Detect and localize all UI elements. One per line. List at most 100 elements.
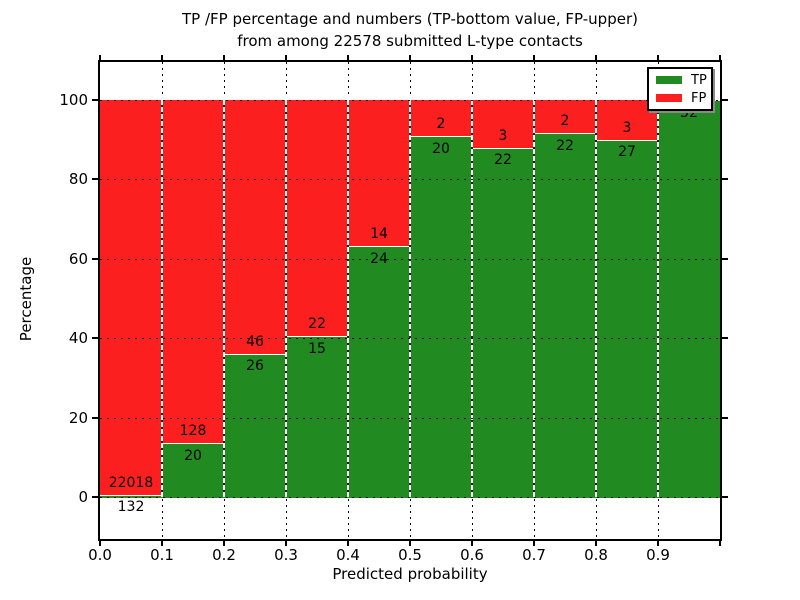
bar-boundary-line [595, 100, 597, 497]
gridline-y [100, 338, 720, 340]
bar-tp-segment [472, 147, 534, 498]
bar-boundary-line [471, 100, 473, 497]
y-tick-right [722, 337, 728, 340]
bar-tp-segment [100, 494, 162, 498]
bar-fp-segment [224, 100, 286, 354]
x-tick-bottom [409, 541, 411, 546]
bar-boundary-line [657, 100, 659, 497]
x-tick-bottom [223, 541, 225, 546]
gridline-x-upper [471, 62, 473, 98]
bar-fp-segment [348, 100, 410, 247]
x-tick-label: 0.3 [274, 546, 298, 564]
x-tick-label: 0.0 [88, 546, 112, 564]
x-tick-label: 0.7 [522, 546, 546, 564]
gridline-y [100, 100, 720, 101]
gridline-x-lower [347, 499, 349, 539]
tp-count-label: 27 [618, 144, 636, 161]
bar-tp-segment [348, 246, 410, 498]
tp-color-swatch-icon [656, 76, 682, 84]
x-tick-bottom [161, 541, 163, 546]
tp-count-label: 20 [432, 140, 450, 157]
x-tick-top [409, 55, 411, 60]
y-tick [92, 257, 98, 260]
legend-label-tp: TP [691, 72, 707, 88]
x-tick-top [223, 55, 225, 60]
y-tick-label: 20 [68, 408, 88, 427]
y-tick-right [722, 416, 728, 419]
fp-count-label: 14 [370, 226, 388, 243]
y-tick-label: 0 [78, 488, 88, 506]
x-axis-label: Predicted probability [332, 565, 488, 583]
x-tick-bottom [595, 541, 597, 546]
x-tick-top [595, 55, 597, 60]
tp-count-label: 15 [308, 340, 326, 357]
bar-tp-segment [596, 139, 658, 498]
x-tick-top [285, 55, 287, 60]
gridline-x-lower [161, 499, 163, 539]
y-tick-right [722, 178, 728, 181]
bar-boundary-line [409, 100, 411, 497]
gridline-x-upper [223, 62, 225, 98]
fp-count-label: 2 [436, 116, 446, 133]
fp-count-label: 128 [179, 423, 207, 440]
fp-count-label: 2 [560, 113, 570, 130]
tp-count-label: 24 [370, 250, 388, 267]
chart-title: TP /FP percentage and numbers (TP-bottom… [100, 8, 720, 52]
y-tick-right [722, 496, 728, 498]
gridline-x-lower [223, 499, 225, 539]
y-tick-label: 60 [68, 249, 88, 268]
bar-boundary-line [533, 100, 535, 497]
tp-count-label: 20 [184, 447, 202, 464]
fp-count-label: 3 [498, 127, 508, 144]
bar-boundary-line [285, 100, 287, 497]
x-tick-label: 0.8 [584, 546, 608, 564]
x-tick-label: 0.1 [150, 546, 174, 564]
gridline-x-upper [161, 62, 163, 98]
gridline-x-upper [595, 62, 597, 98]
y-tick-label: 100 [59, 91, 88, 109]
fp-count-label: 46 [246, 333, 264, 350]
bar-tp-segment [658, 100, 720, 498]
x-tick-label: 0.9 [646, 546, 670, 564]
x-tick-label: 0.5 [398, 546, 422, 564]
fp-color-swatch-icon [656, 94, 682, 102]
gridline-x-lower [595, 499, 597, 539]
x-tick-top [657, 55, 659, 60]
tp-count-label: 132 [117, 499, 145, 516]
gridline-x-lower [285, 499, 287, 539]
fp-count-label: 22 [308, 316, 326, 333]
bar-tp-segment [410, 136, 472, 498]
bar-fp-segment [534, 100, 596, 134]
bar-fp-segment [100, 100, 162, 495]
gridline-y [100, 258, 720, 260]
gridline-x-lower [533, 499, 535, 539]
x-tick-top [533, 55, 535, 60]
plot-area: 22018 132 128 20 46 26 22 15 14 24 2 20 3 22 2 22 3 27 52 [92, 55, 728, 546]
gridline-x-upper [533, 62, 535, 98]
x-tick-bottom [533, 541, 535, 546]
chart-title-line2: from among 22578 submitted L-type contac… [237, 32, 583, 50]
gridline-y [100, 179, 720, 181]
y-tick [92, 178, 98, 181]
tp-count-label: 22 [494, 152, 512, 169]
legend-item-fp: FP [656, 92, 711, 105]
bar-fp-segment [162, 100, 224, 444]
gridline-x-upper [347, 62, 349, 98]
x-tick-top [719, 55, 721, 60]
legend: TP FP [647, 67, 713, 111]
x-tick-bottom [719, 541, 721, 546]
x-tick-label: 0.4 [336, 546, 360, 564]
x-tick-bottom [657, 541, 659, 546]
gridline-x-lower [471, 499, 473, 539]
bar-boundary-line [223, 100, 225, 497]
x-tick-label: 0.2 [212, 546, 236, 564]
x-tick-bottom [99, 541, 101, 546]
x-tick-top [347, 55, 349, 60]
y-tick-label: 40 [68, 329, 88, 348]
legend-label-fp: FP [691, 90, 707, 106]
x-tick-bottom [471, 541, 473, 546]
bar-tp-segment [534, 133, 596, 498]
bar-fp-segment [472, 100, 534, 148]
x-tick-top [471, 55, 473, 60]
x-tick-top [99, 55, 101, 60]
